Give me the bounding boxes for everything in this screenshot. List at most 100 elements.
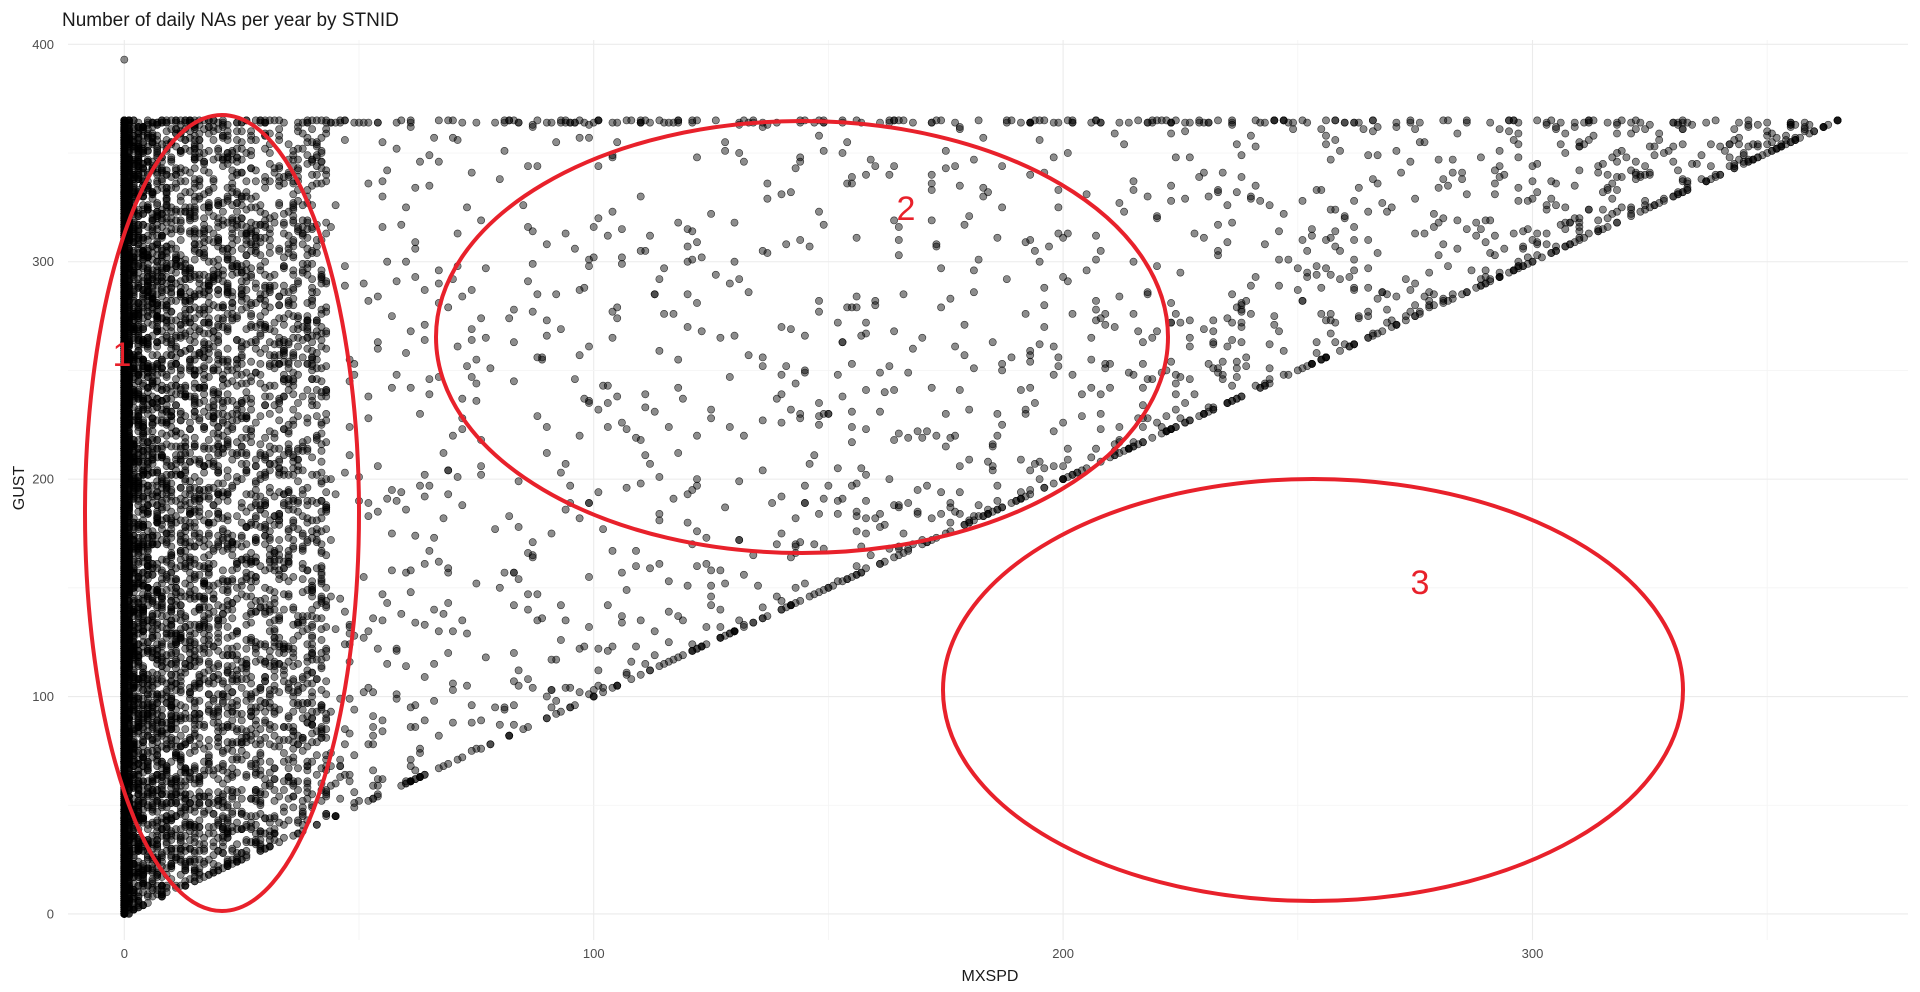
scatter-point — [265, 236, 274, 244]
scatter-point — [261, 401, 269, 410]
scatter-point — [294, 764, 302, 773]
scatter-point — [251, 462, 260, 470]
scatter-point — [172, 401, 180, 410]
scatter-point — [237, 683, 246, 692]
scatter-point — [317, 636, 326, 644]
scatter-point — [143, 747, 152, 755]
scatter-point — [218, 677, 227, 686]
scatter-point — [237, 794, 246, 803]
scatter-point — [237, 747, 246, 755]
scatter-point — [242, 177, 251, 186]
scatter-point — [143, 383, 152, 392]
scatter-point — [204, 403, 213, 412]
scatter-point — [242, 655, 251, 664]
scatter-point — [172, 205, 180, 214]
scatter-point — [204, 751, 213, 760]
scatter-point — [162, 207, 171, 216]
scatter-point — [242, 388, 251, 397]
scatter-point — [294, 359, 302, 368]
scatter-point — [200, 390, 208, 399]
scatter-point — [153, 201, 162, 210]
scatter-point — [303, 446, 312, 455]
scatter-point — [294, 507, 302, 516]
scatter-point — [162, 227, 171, 236]
scatter-point — [275, 457, 284, 466]
scatter-point — [186, 631, 194, 640]
scatter-point — [223, 440, 232, 449]
scatter-point — [275, 136, 284, 144]
scatter-point — [279, 820, 288, 829]
scatter-point — [200, 468, 208, 477]
scatter-point — [284, 773, 293, 781]
scatter-point — [209, 136, 218, 144]
scatter-point — [265, 757, 274, 766]
y-tick-label: 100 — [32, 689, 54, 704]
scatter-point — [228, 455, 237, 464]
scatter-point — [256, 412, 265, 420]
scatter-point — [303, 496, 312, 505]
scatter-point — [298, 392, 307, 401]
scatter-point — [322, 677, 331, 686]
scatter-point — [204, 373, 213, 381]
scatter-point — [218, 303, 227, 312]
x-tick-label: 100 — [583, 946, 605, 961]
scatter-point — [228, 551, 237, 560]
scatter-point — [153, 177, 162, 186]
scatter-point — [294, 446, 302, 455]
scatter-point — [204, 701, 213, 710]
scatter-point — [186, 418, 194, 427]
scatter-point — [270, 594, 279, 603]
scatter-point — [308, 470, 316, 479]
scatter-point — [270, 433, 279, 442]
scatter-point — [162, 188, 171, 197]
scatter-point — [308, 633, 316, 642]
scatter-point — [242, 770, 251, 779]
scatter-point — [317, 614, 326, 623]
scatter-point — [242, 612, 251, 620]
scatter-point — [247, 127, 255, 136]
scatter-point — [317, 149, 326, 157]
scatter-point — [279, 757, 288, 766]
scatter-point — [256, 697, 265, 705]
scatter-point — [265, 409, 274, 418]
scatter-point — [289, 573, 298, 581]
scatter-point — [148, 231, 157, 240]
scatter-point — [190, 233, 199, 242]
scatter-point — [218, 690, 227, 699]
scatter-point — [223, 668, 232, 677]
scatter-point — [322, 488, 331, 497]
scatter-point — [256, 749, 265, 757]
scatter-point — [322, 388, 331, 397]
scatter-point — [303, 386, 312, 394]
scatter-point — [181, 725, 190, 733]
scatter-point — [284, 764, 293, 773]
scatter-point — [312, 386, 321, 394]
scatter-point — [233, 560, 241, 568]
scatter-point — [200, 807, 208, 816]
scatter-point — [218, 790, 227, 799]
scatter-point — [157, 233, 166, 242]
scatter-point — [256, 440, 265, 449]
x-tick-label: 0 — [121, 946, 128, 961]
scatter-point — [162, 318, 171, 327]
scatter-point — [317, 662, 326, 670]
scatter-point — [312, 751, 321, 760]
scatter-point — [312, 412, 321, 420]
scatter-point — [223, 496, 232, 505]
scatter-point — [228, 173, 237, 181]
scatter-point — [209, 155, 218, 164]
scatter-point — [242, 575, 251, 583]
scatter-point — [204, 146, 213, 155]
scatter-point — [242, 644, 251, 653]
scatter-point — [303, 436, 312, 444]
scatter-point — [162, 686, 171, 694]
scatter-point — [303, 483, 312, 492]
scatter-point — [195, 697, 204, 705]
scatter-point — [308, 346, 316, 355]
scatter-point — [289, 405, 298, 414]
scatter-point — [223, 390, 232, 399]
scatter-point — [204, 736, 213, 744]
scatter-point — [261, 433, 269, 442]
scatter-point — [186, 344, 194, 353]
scatter-point — [289, 146, 298, 155]
